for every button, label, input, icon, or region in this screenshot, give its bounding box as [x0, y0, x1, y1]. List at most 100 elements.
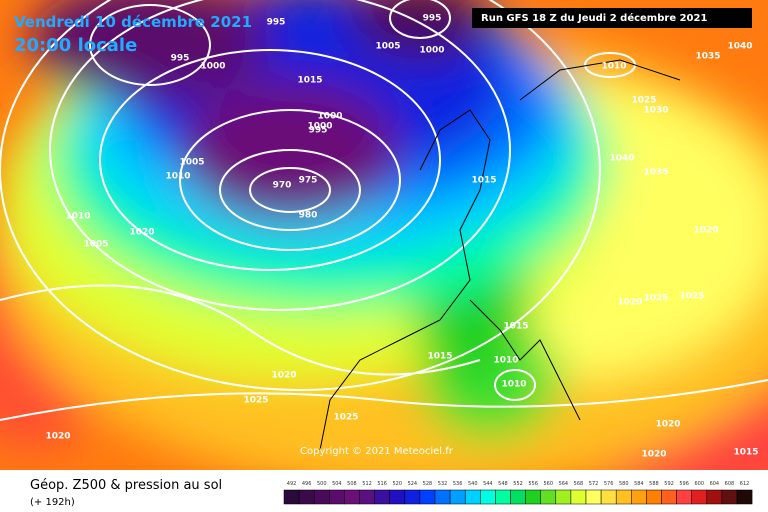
legend-tick: 612 [740, 481, 750, 487]
legend-tick: 564 [559, 481, 569, 487]
legend-swatch [721, 489, 738, 505]
legend-tick: 516 [377, 481, 387, 487]
legend-tick: 568 [574, 481, 584, 487]
isobar-label: 1015 [733, 448, 758, 458]
run-box [472, 8, 752, 28]
legend-swatch [359, 489, 375, 505]
isobar-label: 1040 [727, 42, 752, 52]
legend-swatch [600, 489, 617, 505]
isobar-label: 1010 [601, 62, 626, 72]
isobar-label: 1020 [617, 298, 642, 308]
isobar-label: 995 [267, 18, 286, 28]
legend-swatch [525, 489, 541, 505]
footer-title: Géop. Z500 & pression au sol [30, 478, 222, 493]
isobar-label: 1015 [297, 76, 322, 86]
legend-swatch [510, 489, 526, 505]
legend-tick: 596 [679, 481, 689, 487]
isobar-label: 1020 [641, 450, 666, 460]
isobar-label: 1020 [45, 432, 70, 442]
legend-tick: 508 [347, 481, 357, 487]
legend-tick: 512 [362, 481, 372, 487]
legend-tick: 560 [543, 481, 553, 487]
legend-tick: 548 [498, 481, 508, 487]
legend-swatch [661, 489, 677, 505]
legend-tick: 536 [453, 481, 463, 487]
legend-tick: 532 [438, 481, 448, 487]
legend-swatch [615, 489, 632, 505]
isobar-label: 1010 [501, 380, 526, 390]
legend-swatch [298, 489, 315, 505]
isobar-label: 995 [171, 54, 190, 64]
legend-tick: 608 [725, 481, 735, 487]
isobar-label: 1035 [643, 168, 668, 178]
time: 20:00 locale [14, 35, 137, 56]
isobar-label: 1015 [503, 322, 528, 332]
legend-tick: 600 [694, 481, 704, 487]
legend-swatch [464, 489, 481, 505]
legend-swatch [570, 489, 587, 505]
isobar-label: 1005 [179, 158, 204, 168]
isobar-label: 975 [299, 176, 318, 186]
isobar-label: 1000 [317, 112, 342, 122]
isobar-label: 1020 [655, 420, 680, 430]
legend-swatch [555, 489, 572, 505]
isobar-label: 1000 [419, 46, 444, 56]
legend-tick: 592 [664, 481, 674, 487]
legend-swatch [495, 489, 511, 505]
legend-tick: 544 [483, 481, 493, 487]
legend-swatch [736, 489, 753, 505]
isobar-label: 1010 [165, 172, 190, 182]
legend-tick: 576 [604, 481, 614, 487]
legend-tick: 496 [302, 481, 312, 487]
legend-tick: 504 [332, 481, 342, 487]
isobar-label: 1000 [307, 122, 332, 132]
copyright: Copyright © 2021 Meteociel.fr [300, 446, 454, 457]
isobar-label: 1030 [643, 106, 668, 116]
coastlines [319, 59, 681, 451]
legend-swatch [631, 489, 647, 505]
isobar-label: 1025 [333, 413, 358, 423]
legend-tick: 572 [589, 481, 599, 487]
legend-swatch [283, 489, 300, 505]
isobar-label: 1020 [693, 226, 718, 236]
isobar-label: 1010 [65, 212, 90, 222]
isobar-label: 1015 [471, 176, 496, 186]
legend-tick: 604 [710, 481, 720, 487]
legend-swatch [419, 489, 436, 505]
legend-swatch [374, 489, 390, 505]
legend-swatch [389, 489, 406, 505]
legend-swatch [691, 489, 708, 505]
legend-tick: 528 [423, 481, 433, 487]
legend-swatch [344, 489, 360, 505]
run: Run GFS 18 Z du Jeudi 2 décembre 2021 [481, 12, 707, 24]
isobar-label: 995 [423, 14, 442, 24]
isobar-label: 1025 [643, 294, 668, 304]
isobar-label: 1025 [243, 396, 268, 406]
isobar-label: 980 [299, 211, 318, 221]
legend-tick: 524 [408, 481, 418, 487]
footer-lead: (+ 192h) [30, 497, 75, 508]
legend-swatch [676, 489, 692, 505]
legend-swatch [329, 489, 345, 505]
isobar-label: 1040 [609, 154, 634, 164]
date: Vendredi 10 décembre 2021 [14, 13, 252, 31]
map-field [0, 0, 768, 470]
isobar-label: 1035 [695, 52, 720, 62]
legend-tick: 584 [634, 481, 644, 487]
legend-swatch [313, 489, 330, 505]
legend-swatch [480, 489, 496, 505]
legend-tick: 492 [287, 481, 297, 487]
isobar-label: 1020 [271, 371, 296, 381]
legend-swatch [585, 489, 602, 505]
legend-swatch [404, 489, 421, 505]
isobar-label: 1020 [129, 228, 154, 238]
isobar-label: 1025 [631, 96, 656, 106]
legend-tick: 500 [317, 481, 327, 487]
isobars [0, 0, 768, 421]
legend-swatch [646, 489, 662, 505]
isobar-label: 1005 [83, 240, 108, 250]
legend-swatch [434, 489, 451, 505]
legend-tick: 540 [468, 481, 478, 487]
isobar-label: 1005 [375, 42, 400, 52]
